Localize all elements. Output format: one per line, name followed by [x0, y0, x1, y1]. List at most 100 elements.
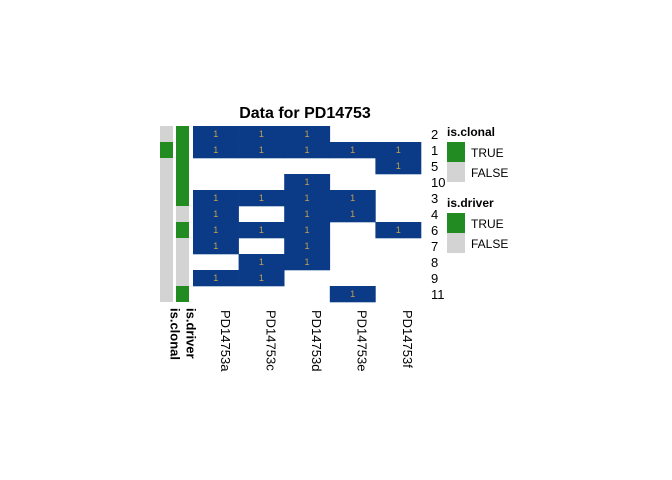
row-label: 3: [431, 191, 438, 206]
column-label: PD14753d: [309, 310, 324, 371]
annotation-cell-is-driver: [176, 158, 189, 174]
cell-label: 1: [304, 145, 309, 155]
cell-label: 1: [304, 129, 309, 139]
cell-label: 1: [304, 257, 309, 267]
cell-label: 1: [396, 225, 401, 235]
annotation-cell-is-driver: [176, 286, 189, 302]
row-label: 4: [431, 207, 438, 222]
annotation-cell-is-clonal: [160, 174, 173, 190]
annotation-label: is.clonal: [168, 308, 183, 360]
cell-label: 1: [304, 225, 309, 235]
annotation-label: is.driver: [184, 308, 199, 359]
heatmap-cell: [284, 142, 331, 159]
cell-label: 1: [304, 177, 309, 187]
cell-label: 1: [259, 145, 264, 155]
annotation-cell-is-driver: [176, 238, 189, 254]
annotation-cell-is-clonal: [160, 222, 173, 238]
heatmap-cell: [193, 238, 239, 255]
cell-label: 1: [259, 273, 264, 283]
annotation-cell-is-clonal: [160, 158, 173, 174]
heatmap-cell: [238, 254, 285, 271]
row-label: 1: [431, 143, 438, 158]
legend-swatch: [447, 233, 465, 253]
chart-title: Data for PD14753: [239, 105, 371, 122]
annotation-cell-is-driver: [176, 222, 189, 238]
legend-label: TRUE: [471, 217, 504, 231]
cell-label: 1: [259, 257, 264, 267]
legend-label: FALSE: [471, 166, 508, 180]
legend-label: TRUE: [471, 146, 504, 160]
row-label: 11: [431, 287, 445, 302]
heatmap-cell: [238, 142, 285, 159]
row-label: 7: [431, 239, 438, 254]
heatmap-cell: [193, 222, 239, 239]
cell-label: 1: [213, 209, 218, 219]
cell-label: 1: [350, 209, 355, 219]
annotation-cell-is-clonal: [160, 286, 173, 302]
annotation-cell-is-clonal: [160, 270, 173, 286]
heatmap-cell: [284, 126, 331, 143]
row-label: 2: [431, 127, 438, 142]
legend-title: is.driver: [447, 196, 494, 210]
row-label: 5: [431, 159, 438, 174]
heatmap-cell: [284, 174, 331, 191]
heatmap-cell: [329, 206, 376, 223]
legend-swatch: [447, 162, 465, 182]
row-label: 10: [431, 175, 445, 190]
heatmap-cell: [238, 222, 285, 239]
column-labels: PD14753a PD14753c PD14753d PD14753e PD14753f: [218, 310, 415, 372]
annotation-cell-is-clonal: [160, 142, 173, 158]
heatmap-cell: [284, 238, 331, 255]
legend-swatch: [447, 213, 465, 233]
cell-label: 1: [213, 273, 218, 283]
annotation-columns: is.clonal is.driver: [160, 126, 199, 360]
heatmap-cell: [329, 286, 376, 303]
cell-label: 1: [350, 145, 355, 155]
cell-label: 1: [259, 225, 264, 235]
heatmap-cell: [375, 142, 422, 159]
column-label: PD14753a: [218, 310, 233, 372]
heatmap-cell: [284, 206, 331, 223]
cell-label: 1: [259, 129, 264, 139]
annotation-cell-is-driver: [176, 206, 189, 222]
annotation-cell-is-driver: [176, 126, 189, 142]
annotation-cell-is-clonal: [160, 190, 173, 206]
row-label: 9: [431, 271, 438, 286]
legend-title: is.clonal: [447, 125, 495, 139]
heatmap-cell: [375, 158, 422, 175]
annotation-cell-is-driver: [176, 190, 189, 206]
cell-label: 1: [213, 129, 218, 139]
cell-label: 1: [350, 193, 355, 203]
heatmap-cell: [193, 126, 239, 143]
cell-label: 1: [304, 241, 309, 251]
heatmap-cell: [284, 222, 331, 239]
annotation-cell-is-driver: [176, 254, 189, 270]
heatmap-cell: [284, 254, 331, 271]
cell-label: 1: [350, 289, 355, 299]
row-label: 6: [431, 223, 438, 238]
annotation-cell-is-driver: [176, 270, 189, 286]
cell-label: 1: [304, 209, 309, 219]
annotation-cell-is-driver: [176, 142, 189, 158]
heatmap-cell: [238, 270, 285, 287]
cell-label: 1: [259, 193, 264, 203]
column-label: PD14753f: [400, 310, 415, 368]
heatmap-cell: [193, 270, 239, 287]
cell-label: 1: [213, 241, 218, 251]
heatmap-cell: [238, 190, 285, 207]
cell-label: 1: [396, 161, 401, 171]
cell-label: 1: [213, 193, 218, 203]
annotation-cell-is-clonal: [160, 254, 173, 270]
legend-swatch: [447, 142, 465, 162]
annotation-cell-is-driver: [176, 174, 189, 190]
heatmap-cell: [329, 190, 376, 207]
heatmap-cell: [375, 222, 422, 239]
column-label: PD14753c: [263, 310, 278, 371]
heatmap-cell: [193, 190, 239, 207]
heatmap-cell: [193, 206, 239, 223]
heatmap-cell: [284, 190, 331, 207]
heatmap-cell: [329, 142, 376, 159]
cell-label: 1: [304, 193, 309, 203]
